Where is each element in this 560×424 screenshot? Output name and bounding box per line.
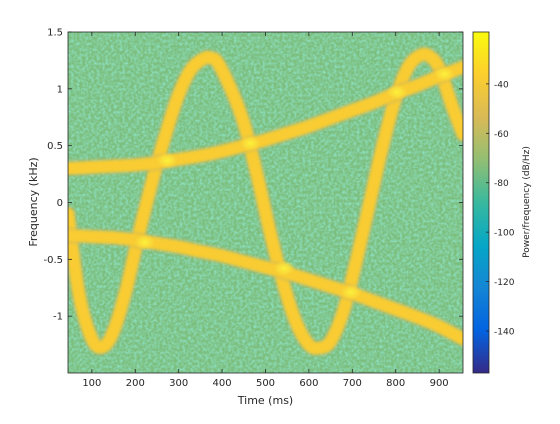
colorbar-ticks: -140 -120 -100 -80 -60 -40 (486, 80, 515, 337)
spectrogram-plot-area (68, 32, 463, 373)
x-tick-label: 700 (343, 378, 362, 389)
colorbar-tick-label: -140 (494, 327, 515, 337)
crossing-hotspot-5 (340, 284, 363, 301)
crossing-hotspot-3 (239, 135, 262, 152)
colorbar-frame (472, 31, 490, 374)
y-tick-label: 1.5 (47, 28, 63, 39)
colorbar: -140 -120 -100 -80 -60 -40 Power/frequency (d… (472, 31, 532, 374)
crossing-hotspot-4 (273, 260, 296, 277)
x-tick-label: 500 (256, 378, 275, 389)
ridge-sinusoidal-fm (68, 48, 463, 355)
crossing-hotspot-1 (133, 234, 156, 251)
colorbar-tick-label: -100 (494, 229, 515, 239)
y-axis-label: Frequency (kHz) (27, 157, 40, 246)
y-axis-ticks: -1 -0.5 0 0.5 1 1.5 (43, 28, 463, 323)
x-tick-label: 600 (299, 378, 318, 389)
y-tick-label: 0 (57, 198, 63, 209)
x-axis-ticks: 100 200 300 400 500 600 700 800 900 (82, 32, 449, 389)
colorbar-tick-label: -80 (494, 179, 509, 189)
colorbar-label: Power/frequency (dB/Hz) (522, 146, 532, 258)
y-tick-label: 0.5 (47, 141, 63, 152)
colorbar-tick-label: -60 (494, 130, 509, 140)
x-tick-label: 300 (169, 378, 188, 389)
y-tick-label: 1 (57, 84, 63, 95)
colorbar-gradient (473, 32, 489, 373)
x-tick-label: 800 (386, 378, 405, 389)
colorbar-tick-label: -40 (494, 80, 509, 90)
x-tick-label: 200 (126, 378, 145, 389)
x-axis-label: Time (ms) (237, 394, 293, 407)
y-tick-label: -0.5 (43, 255, 63, 266)
crossing-hotspot-7 (433, 66, 456, 83)
crossing-hotspot-2 (155, 152, 178, 169)
x-tick-label: 100 (82, 378, 101, 389)
ridge-crossings (133, 66, 456, 301)
colorbar-tick-label: -120 (494, 278, 515, 288)
x-tick-label: 900 (430, 378, 449, 389)
x-tick-label: 400 (213, 378, 232, 389)
y-tick-label: -1 (53, 312, 63, 323)
crossing-hotspot-6 (386, 84, 409, 101)
